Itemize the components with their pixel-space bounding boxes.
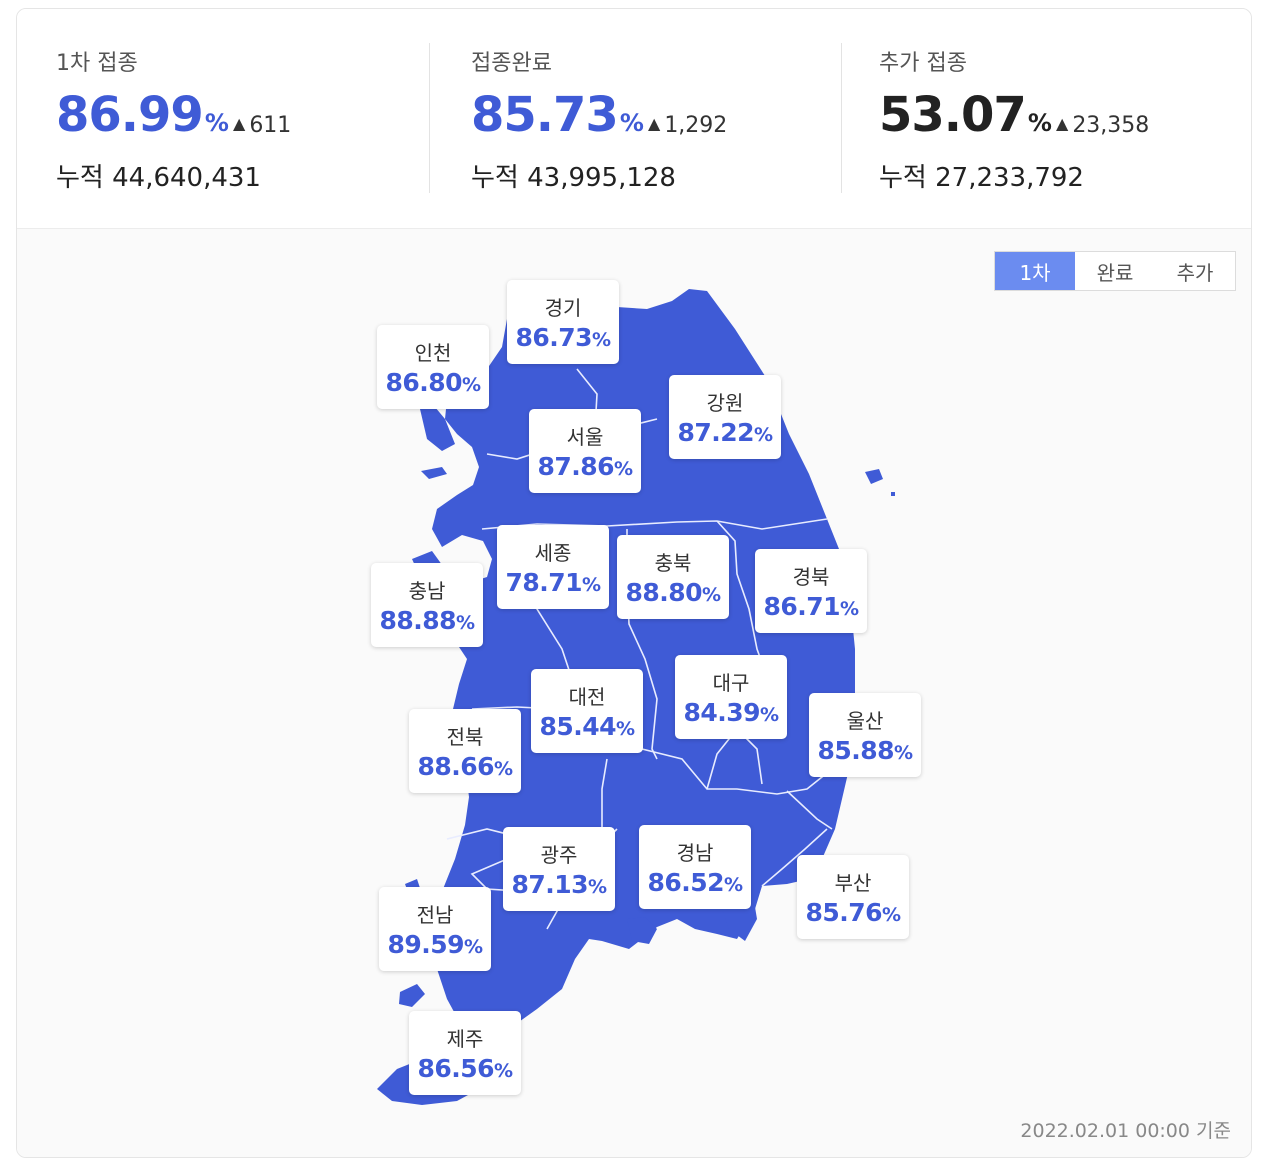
stat-divider	[841, 43, 842, 193]
dokdo-shape	[891, 492, 895, 496]
toggle-booster[interactable]: 추가	[1176, 260, 1214, 285]
stat-cumulative: 누적 27,233,792	[879, 163, 1084, 193]
ulleung-shape	[865, 469, 883, 484]
toggle-complete[interactable]: 완료	[1096, 260, 1134, 285]
region-ulsan[interactable]: 울산 85.88%	[809, 693, 921, 777]
map-area: 1차 완료 추가	[17, 229, 1251, 1157]
stat-cumulative: 누적 44,640,431	[56, 163, 261, 193]
ganghwa-island-shape	[421, 467, 447, 479]
region-gangwon[interactable]: 강원 87.22%	[669, 375, 781, 459]
region-incheon[interactable]: 인천 86.80%	[377, 325, 489, 409]
update-timestamp: 2022.02.01 00:00 기준	[1020, 1120, 1231, 1142]
region-gyeongbuk[interactable]: 경북 86.71%	[755, 549, 867, 633]
toggle-first[interactable]: 1차	[995, 252, 1075, 290]
stat-divider	[429, 43, 430, 193]
stat-rate: 86.99%	[56, 87, 229, 143]
border-line	[481, 518, 828, 530]
stat-delta: ▲ 1,292	[648, 113, 728, 138]
stat-rate: 85.73%	[471, 87, 644, 143]
region-chungnam[interactable]: 충남 88.88%	[371, 563, 483, 647]
stat-label: 1차 접종	[56, 51, 138, 76]
region-jeju[interactable]: 제주 86.56%	[409, 1011, 521, 1095]
border-line	[786, 790, 833, 830]
region-gyeongnam[interactable]: 경남 86.52%	[639, 825, 751, 909]
region-daegu[interactable]: 대구 84.39%	[675, 655, 787, 739]
region-chungbuk[interactable]: 충북 88.80%	[617, 535, 729, 619]
stat-label: 추가 접종	[879, 51, 967, 76]
region-jeonbuk[interactable]: 전북 88.66%	[409, 709, 521, 793]
namhae-shape	[627, 917, 657, 944]
stat-delta: ▲ 23,358	[1056, 113, 1150, 138]
region-jeonnam[interactable]: 전남 89.59%	[379, 887, 491, 971]
stat-label: 접종완료	[471, 51, 552, 76]
stat-cumulative: 누적 43,995,128	[471, 163, 676, 193]
incheon-island-shape	[420, 407, 455, 451]
region-busan[interactable]: 부산 85.76%	[797, 855, 909, 939]
region-gwangju[interactable]: 광주 87.13%	[503, 827, 615, 911]
region-seoul[interactable]: 서울 87.86%	[529, 409, 641, 493]
border-line	[641, 748, 833, 795]
up-triangle-icon: ▲	[648, 114, 661, 133]
up-triangle-icon: ▲	[233, 114, 246, 133]
stats-panel: 1차 접종 86.99% ▲ 611 누적 44,640,431 접종완료 85.…	[17, 9, 1251, 229]
border-line	[761, 828, 828, 887]
region-gyeonggi[interactable]: 경기 86.73%	[507, 280, 619, 364]
stat-delta: ▲ 611	[233, 113, 292, 138]
dose-toggle: 1차 완료 추가	[994, 251, 1236, 291]
vaccination-card: 1차 접종 86.99% ▲ 611 누적 44,640,431 접종완료 85.…	[16, 8, 1252, 1158]
region-daejeon[interactable]: 대전 85.44%	[531, 669, 643, 753]
stat-rate: 53.07%	[879, 87, 1052, 143]
wando-shape	[399, 984, 425, 1007]
region-sejong[interactable]: 세종 78.71%	[497, 525, 609, 609]
up-triangle-icon: ▲	[1056, 114, 1069, 133]
